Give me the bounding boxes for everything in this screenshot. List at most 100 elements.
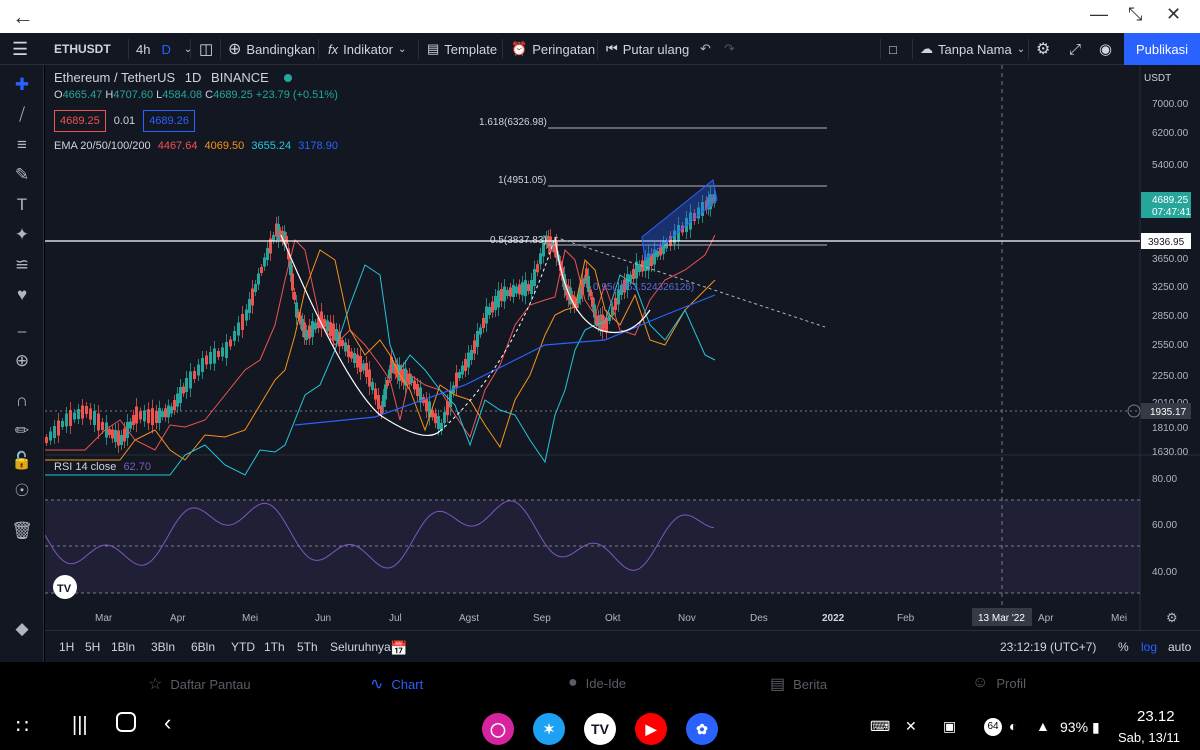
range-button[interactable]: 5H [85, 640, 101, 654]
pattern-icon[interactable]: ✦ [14, 225, 30, 244]
minimize-icon[interactable]: — [1090, 4, 1108, 24]
heart-icon[interactable]: ♥ [16, 285, 28, 304]
template-label: Template [444, 41, 498, 57]
line-price: 3936.95 [1148, 237, 1185, 248]
redo-icon[interactable]: ↷ [724, 41, 735, 56]
calendar-icon[interactable]: 📅 [390, 640, 408, 656]
price-chart-svg[interactable]: 1.618(6326.98) 1(4951.05) 0.5(3837.83) 0… [44, 65, 1200, 630]
range-button[interactable]: 1Bln [111, 640, 136, 654]
price-tick-label: 7000.00 [1152, 99, 1189, 110]
cup-left-curve[interactable] [280, 234, 441, 437]
plus-circle-icon[interactable] [1127, 404, 1141, 418]
price-tick-label: 5400.00 [1152, 160, 1189, 171]
cup-right-curve[interactable] [554, 236, 651, 334]
chart-area[interactable]: 1.618(6326.98) 1(4951.05) 0.5(3837.83) 0… [44, 65, 1200, 630]
clock-label[interactable]: 23:12:19 (UTC+7) [1000, 640, 1097, 654]
layout-name-button[interactable]: ☁ Tanpa Nama ⌄ [920, 33, 1025, 65]
magnet-icon[interactable]: ∩ [15, 391, 29, 410]
text-icon[interactable]: T [16, 195, 28, 214]
window-top-bar: ← — ⤡ ✕ [0, 0, 1200, 33]
interval-button[interactable]: 4h D ⌄ [136, 33, 192, 65]
compare-button[interactable]: ⊕ Bandingkan [228, 33, 315, 65]
forecast-icon[interactable]: ≌ [14, 255, 30, 274]
restore-icon[interactable]: ⤡ [1128, 4, 1143, 24]
range-button[interactable]: YTD [231, 640, 255, 654]
crosshair-icon[interactable]: ✚ [14, 75, 30, 94]
nav-ideas[interactable]: ● Ide-Ide [568, 674, 627, 691]
alert-button[interactable]: ⏰ Peringatan [511, 33, 595, 65]
eye-icon[interactable]: ☉ [14, 481, 30, 500]
battery-icon: ▮ [1092, 719, 1100, 735]
zoom-icon[interactable]: ⊕ [14, 351, 30, 370]
star-icon: ☆ [148, 676, 163, 693]
range-button[interactable]: Seluruhnya [330, 640, 391, 654]
nav-chart[interactable]: ∿ Chart [370, 676, 424, 693]
app-icon[interactable]: ✿ [686, 713, 718, 745]
template-button[interactable]: ▤ Template [427, 33, 497, 65]
expand-icon[interactable]: ⤢ [1069, 40, 1082, 58]
camera-icon[interactable]: ◉ [1099, 41, 1113, 58]
back-icon[interactable]: ‹ [164, 710, 172, 735]
youtube-icon[interactable]: ▶ [635, 713, 667, 745]
ruler-icon[interactable]: ⎯ [17, 321, 27, 340]
percent-toggle[interactable]: % [1118, 640, 1129, 654]
instagram-icon[interactable]: ◯ [482, 713, 514, 745]
time-axis[interactable]: Mar Apr Mei Jun Jul Agst Sep Okt Nov Des 2022 Feb Ap… [95, 613, 1127, 624]
trend-line-icon[interactable]: ⧸ [19, 105, 25, 124]
fullscreen-square-icon[interactable]: □ [889, 41, 897, 57]
close-value: 4689.25 [213, 89, 253, 101]
rising-channel[interactable] [641, 179, 718, 261]
publish-button[interactable]: Publikasi [1124, 33, 1200, 65]
recents-icon[interactable]: ||| [72, 714, 88, 736]
ema-label: EMA 20/50/100/200 [54, 140, 151, 152]
log-toggle[interactable]: log [1141, 640, 1158, 654]
settings-gear-icon[interactable]: ⚙ [1166, 610, 1178, 625]
brush-icon[interactable]: ✎ [14, 165, 30, 184]
nav-profile[interactable]: ☺ Profil [972, 674, 1026, 691]
market-status-dot [284, 74, 293, 82]
tradingview-logo [53, 575, 77, 599]
home-icon[interactable] [116, 712, 136, 732]
price-tick-label: 1810.00 [1152, 423, 1189, 434]
gear-icon[interactable]: ⚙ [1036, 41, 1051, 58]
time-tick-label: 2022 [822, 613, 845, 624]
tradingview-app-icon[interactable]: TV [584, 713, 616, 745]
range-button[interactable]: 3Bln [151, 640, 176, 654]
mute-icon: ✕ [905, 718, 917, 734]
app-drawer-icon[interactable]: ∷ [16, 716, 29, 738]
indicators-button[interactable]: fx Indikator ⌄ [328, 33, 406, 65]
range-button[interactable]: 1Th [264, 640, 285, 654]
ema200-value: 3178.90 [298, 140, 338, 152]
nav-watchlist[interactable]: ☆ Daftar Pantau [148, 676, 251, 693]
symbol-search[interactable]: ETHUSDT [54, 42, 111, 56]
twitter-icon[interactable]: ✶ [533, 713, 565, 745]
range-button[interactable]: 1H [59, 640, 75, 654]
draw-mode-icon[interactable]: ✏ [14, 421, 30, 440]
sell-button[interactable]: 4689.25 [54, 110, 106, 132]
last-price: 4689.25 [1152, 195, 1189, 206]
status-time: 23.12 [1137, 708, 1175, 725]
nav-news[interactable]: ▤ Berita [770, 676, 828, 693]
close-icon[interactable]: ✕ [1166, 4, 1182, 24]
trash-icon[interactable]: 🗑 [11, 521, 33, 540]
cup-dashed-curve[interactable] [439, 236, 556, 432]
buy-button[interactable]: 4689.26 [143, 110, 195, 132]
rsi-tick-label: 60.00 [1152, 520, 1177, 531]
lock-icon[interactable]: 🔓 [11, 451, 33, 470]
candles-icon[interactable]: ◫ [199, 41, 214, 58]
auto-toggle[interactable]: auto [1168, 640, 1192, 654]
chevron-down-icon: ⌄ [183, 43, 193, 55]
smiley-icon: ☺ [972, 674, 989, 691]
undo-icon[interactable]: ↶ [700, 41, 711, 56]
arrow-left-icon[interactable]: ← [12, 4, 34, 29]
fib-icon[interactable]: ≡ [17, 135, 27, 154]
time-tick-label: Sep [533, 613, 551, 624]
symbol-title: Ethereum / TetherUS [54, 70, 176, 85]
range-button[interactable]: 6Bln [191, 640, 216, 654]
template-icon: ▤ [427, 41, 440, 56]
layers-icon[interactable]: ◆ [15, 619, 29, 638]
replay-button[interactable]: ⏮ Putar ulang [606, 33, 689, 65]
menu-icon[interactable]: ☰ [12, 38, 29, 59]
range-button[interactable]: 5Th [297, 640, 318, 654]
